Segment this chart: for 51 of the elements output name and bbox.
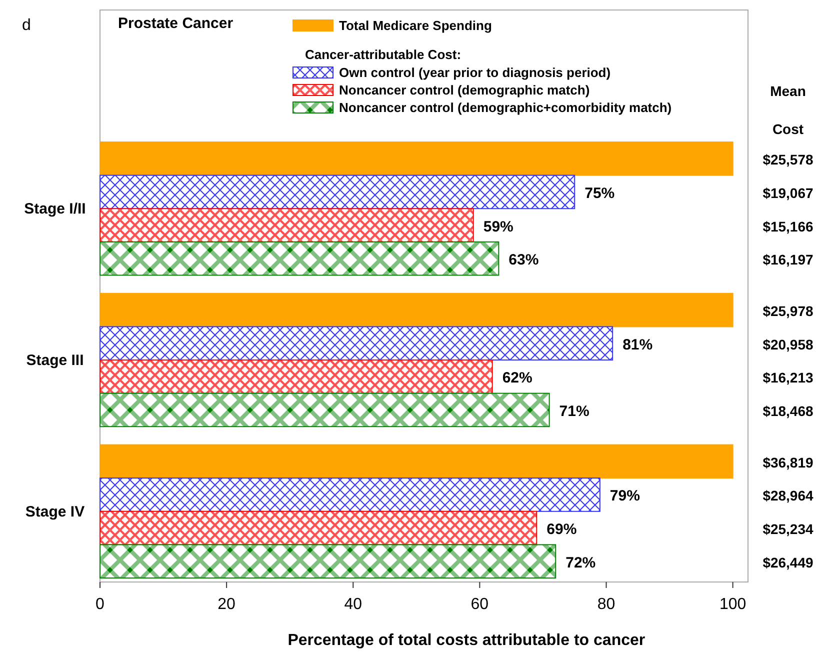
legend-label: Noncancer control (demographic match) [339, 82, 590, 98]
data-label: 72% [566, 554, 596, 572]
data-label: 63% [508, 252, 539, 269]
bar [100, 444, 734, 479]
legend-label: Own control (year prior to diagnosis period) [339, 65, 611, 80]
legend-label: Noncancer control (demographic+comorbidity match) [339, 100, 672, 115]
data-label: 75% [584, 184, 615, 202]
y-tick-label: Stage III [26, 352, 84, 369]
x-tick-label: 80 [597, 596, 616, 613]
data-label: 62% [502, 370, 532, 387]
text: $15,166 [762, 218, 814, 234]
text: $25,578 [762, 152, 814, 168]
x-tick-label: 0 [96, 596, 105, 613]
bar [100, 326, 614, 360]
x-tick-label: 60 [470, 596, 489, 613]
data-label: 79% [610, 488, 640, 505]
text: $25,234 [762, 521, 814, 538]
bar [100, 174, 576, 210]
bar [100, 142, 734, 176]
text: $25,978 [762, 303, 814, 320]
bar [100, 510, 538, 546]
bar [100, 544, 556, 578]
text: $26,449 [762, 554, 814, 570]
data-label: 59% [483, 218, 514, 236]
text: Mean Cost [770, 83, 806, 137]
bar [100, 208, 474, 242]
text: $36,819 [762, 454, 814, 470]
text: $20,958 [762, 336, 814, 352]
chart-title: Prostate Cancer [118, 15, 234, 32]
data-label: 71% [559, 402, 590, 420]
x-tick-label: 100 [719, 596, 746, 613]
data-label: 69% [546, 521, 577, 538]
x-axis-title: Percentage of total costs attributable to cancer [288, 632, 646, 649]
text: d [22, 17, 31, 34]
y-tick-label: Stage I/II [24, 200, 86, 218]
x-tick-label: 40 [344, 596, 362, 613]
bar [100, 241, 500, 276]
data-label: 81% [622, 336, 653, 354]
text: $18,468 [762, 402, 814, 419]
text: $19,067 [762, 184, 814, 201]
bar [100, 392, 550, 428]
bar [100, 360, 493, 394]
y-tick-label: Stage IV [25, 503, 85, 520]
legend-label: Total Medicare Spending [339, 18, 492, 33]
legend-title: Cancer-attributable Cost: [305, 47, 462, 62]
bar [100, 292, 734, 328]
text: $16,213 [762, 370, 814, 386]
bar [100, 478, 600, 512]
text: $28,964 [762, 488, 814, 504]
text: $16,197 [762, 252, 814, 268]
x-tick-label: 20 [218, 596, 236, 613]
